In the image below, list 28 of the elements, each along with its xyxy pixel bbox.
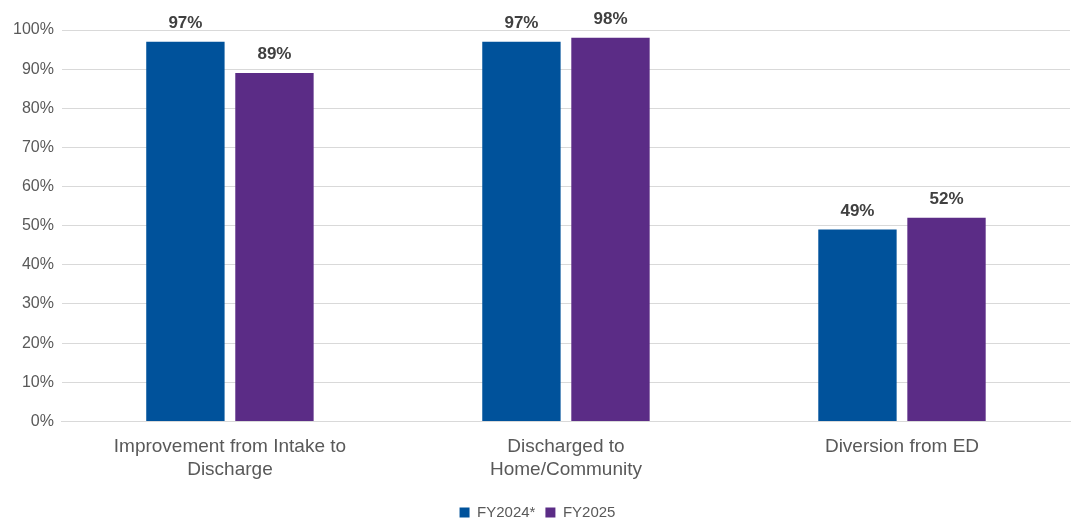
bar — [482, 41, 561, 421]
data-label: 98% — [593, 9, 628, 29]
bar — [907, 217, 986, 421]
y-tick-label: 80% — [21, 98, 54, 116]
data-label: 49% — [840, 200, 875, 220]
y-tick-label: 70% — [21, 137, 54, 155]
x-tick-label: Discharged to Home/Community — [489, 435, 643, 479]
y-tick-label: 20% — [21, 333, 54, 351]
y-tick-label: 30% — [21, 294, 54, 312]
y-tick-label: 50% — [21, 216, 54, 234]
legend-label: FY2025 — [562, 502, 616, 520]
data-label: 97% — [168, 12, 203, 32]
bar — [571, 37, 650, 421]
y-tick-label: 60% — [21, 176, 54, 194]
y-tick-label: 90% — [21, 59, 54, 77]
y-tick-label: 10% — [21, 372, 54, 390]
x-tick-label: Improvement from Intake to Discharge — [113, 435, 347, 479]
bar — [818, 229, 897, 421]
bar — [235, 73, 314, 421]
x-tick-label: Diversion from ED — [824, 435, 980, 457]
y-tick-label: 100% — [13, 20, 54, 38]
legend-label: FY2024* — [477, 502, 536, 520]
data-label: 97% — [504, 12, 539, 32]
data-label: 52% — [929, 189, 964, 209]
bar — [146, 41, 225, 421]
data-label: 89% — [257, 44, 292, 64]
y-tick-label: 40% — [21, 255, 54, 273]
y-tick-label: 0% — [30, 411, 54, 429]
